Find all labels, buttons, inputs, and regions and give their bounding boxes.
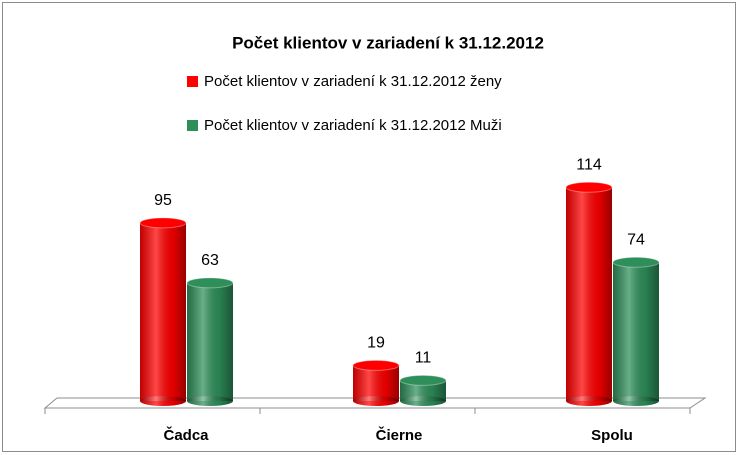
bar-bottom-shade [187,396,233,406]
value-label: 95 [154,192,172,209]
bar-top [565,181,613,193]
legend-swatch [187,76,198,87]
legend-swatch [187,120,198,131]
bar-top [186,277,234,289]
bar [352,359,400,406]
value-label: 74 [627,231,645,248]
floor-ticks [44,408,691,414]
value-label: 19 [367,335,385,352]
bar-shade [353,365,399,401]
x-tick-label: Spolu [591,427,633,444]
bar [399,374,447,406]
bar [612,256,660,406]
bar-bottom-shade [566,396,612,406]
bar-top [399,374,447,386]
value-label: 63 [201,252,219,269]
bar [565,181,613,406]
bar [139,217,187,406]
chart-title: Počet klientov v zariadení k 31.12.2012 [232,33,544,52]
bar-bottom-shade [613,396,659,406]
value-label: 11 [415,350,432,367]
bar-top [612,256,660,268]
bar-shade [140,222,186,401]
legend-label: Počet klientov v zariadení k 31.12.2012 … [204,73,502,90]
bar-top [139,217,187,229]
bar-shade [566,187,612,401]
x-tick-label: Čadca [163,426,209,444]
bar-bottom-shade [400,396,446,406]
bar-shade [187,282,233,401]
bar-shade [400,380,446,401]
bar-top [352,359,400,371]
value-label: 114 [576,156,602,173]
legend-label: Počet klientov v zariadení k 31.12.2012 … [204,117,502,134]
bar-shade [613,262,659,401]
x-tick-label: Čierne [376,426,423,444]
bar [186,277,234,406]
bar-bottom-shade [353,396,399,406]
bar-bottom-shade [140,396,186,406]
